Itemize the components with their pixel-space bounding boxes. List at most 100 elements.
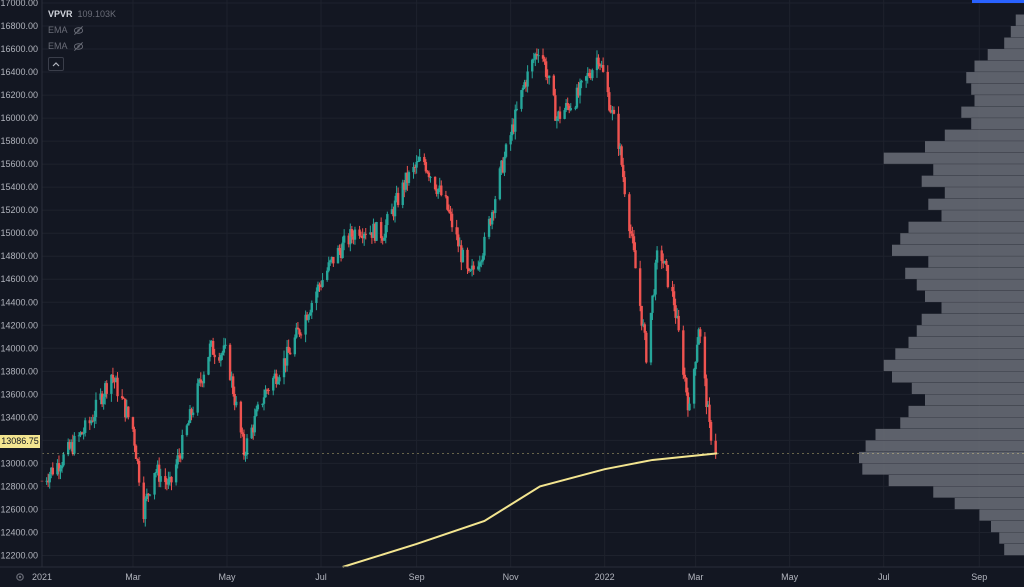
candle-body (418, 156, 421, 162)
candle-body (564, 103, 568, 111)
candle-body (147, 493, 150, 495)
x-tick-label: 2022 (595, 572, 615, 582)
candle-body (88, 420, 91, 424)
candle-body (133, 429, 136, 446)
candle-body (113, 378, 116, 383)
x-tick-label: May (781, 572, 799, 582)
candle-body (481, 255, 485, 262)
eye-crossed-icon[interactable] (73, 41, 84, 52)
toolbar-accent-bar (972, 0, 1024, 3)
candle-body (631, 233, 634, 237)
y-tick-label: 12200.00 (0, 550, 38, 560)
candle-body (46, 480, 50, 483)
candle-body (523, 82, 526, 88)
candle-body (404, 172, 408, 190)
ema1-label: EMA (48, 25, 68, 35)
candle-body (638, 268, 642, 306)
candle-body (369, 232, 372, 235)
chevron-up-icon (52, 62, 60, 67)
volume-profile-bar (908, 405, 1024, 418)
candle-body (477, 266, 480, 270)
candle-body (157, 464, 161, 482)
y-tick-label: 15000.00 (0, 228, 38, 238)
candle-body (372, 223, 375, 238)
candle-body (654, 262, 657, 295)
candle-body (466, 249, 469, 269)
candle-body (524, 82, 528, 87)
candle-body (601, 65, 605, 72)
candle-body (588, 72, 591, 77)
candle-body (288, 352, 292, 355)
candle-body (628, 194, 631, 232)
legend-collapse-button[interactable] (48, 57, 64, 71)
volume-profile-bar (892, 244, 1024, 256)
candle-body (156, 464, 159, 473)
candle-body (591, 70, 594, 79)
candle-body (80, 432, 84, 435)
candle-body (272, 377, 275, 391)
candle-body (541, 55, 545, 59)
candle-body (546, 76, 549, 78)
candle-body (77, 435, 81, 437)
ema1-legend-row[interactable]: EMA (48, 22, 116, 38)
candle-body (426, 171, 429, 173)
x-tick-label: 2021 (32, 572, 52, 582)
candle-body (50, 467, 53, 475)
candle-body (251, 427, 255, 433)
eye-crossed-icon[interactable] (73, 25, 84, 36)
candle-body (83, 420, 87, 433)
candle-body (364, 233, 367, 235)
candle-body (196, 383, 199, 413)
x-tick-label: May (218, 572, 236, 582)
candle-body (339, 250, 343, 259)
candle-body (105, 383, 108, 394)
candle-body (207, 356, 210, 375)
candle-body (165, 482, 169, 485)
volume-profile-bar (900, 417, 1024, 429)
candle-body (381, 238, 384, 241)
volume-profile-bar (883, 359, 1024, 372)
candle-body (94, 399, 98, 418)
candle-body (526, 71, 529, 87)
volume-profile-bar (954, 497, 1024, 510)
candle-body (427, 172, 431, 178)
candle-body (597, 57, 600, 65)
candle-body (608, 92, 611, 111)
y-tick-label: 13000.00 (0, 458, 38, 468)
candle-body (309, 312, 312, 316)
candle-body (543, 58, 546, 62)
candle-body (137, 460, 141, 483)
candle-body (330, 256, 334, 261)
candle-body (315, 291, 318, 304)
candle-body (699, 329, 702, 337)
candle-body (57, 463, 61, 472)
ema2-legend-row[interactable]: EMA (48, 38, 116, 54)
candle-body (241, 432, 244, 434)
candle-body (515, 108, 519, 110)
volume-profile-bar (1004, 37, 1024, 49)
candle-body (120, 396, 124, 399)
candle-body (68, 442, 71, 449)
candle-body (178, 455, 181, 457)
volume-profile-bar (865, 440, 1024, 452)
last-price-label: 13086.75 (0, 435, 40, 448)
vpvr-legend-row[interactable]: VPVR 109.103K (48, 6, 116, 22)
ema-line (342, 452, 718, 568)
candle-body (469, 269, 472, 272)
candle-body (461, 249, 465, 263)
volume-profile-bar (971, 118, 1024, 130)
candle-body (276, 381, 280, 384)
candle-body (201, 382, 204, 384)
candle-body (67, 442, 70, 455)
candle-body (202, 374, 206, 384)
candle-body (329, 260, 332, 263)
candle-body (342, 235, 346, 243)
gear-icon[interactable] (14, 571, 26, 583)
y-tick-label: 12600.00 (0, 504, 38, 514)
candle-body (433, 176, 437, 190)
candle-body (478, 262, 482, 267)
y-tick-label: 16000.00 (0, 113, 38, 123)
candle-body (606, 71, 609, 93)
candle-body (645, 332, 648, 363)
